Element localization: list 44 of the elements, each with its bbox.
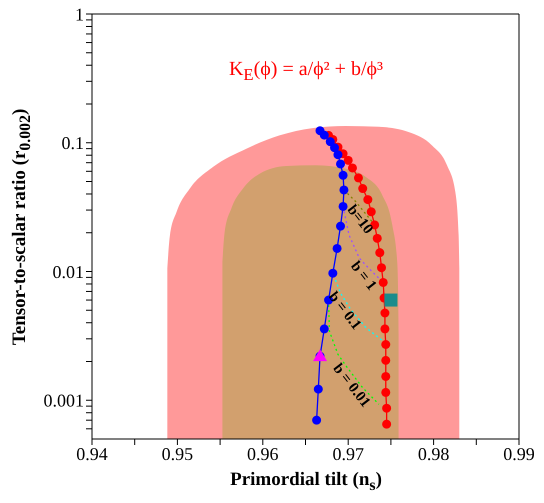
point (332, 244, 342, 253)
point (378, 278, 388, 287)
point (381, 340, 390, 349)
x-tick-label: 0.95 (162, 444, 194, 464)
annotation: K$_{E}$(ϕ) = a/ϕ² + b/ϕ³ (228, 58, 384, 85)
point (381, 388, 390, 397)
point (339, 185, 348, 194)
point (372, 234, 382, 243)
point (312, 416, 322, 425)
point (344, 156, 353, 165)
point (333, 150, 342, 160)
y-tick-label: 0.1 (62, 133, 84, 154)
point (382, 404, 392, 413)
point (314, 384, 323, 394)
point (358, 184, 368, 194)
x-tick-label: 0.98 (418, 444, 450, 464)
point (380, 324, 390, 334)
point (375, 248, 384, 258)
point (338, 170, 348, 180)
x-tick-label: 0.94 (76, 444, 108, 464)
y-tick-label: 1 (75, 4, 84, 24)
point (328, 268, 338, 278)
point (381, 372, 390, 381)
x-tick-label: 0.99 (503, 444, 535, 464)
point (338, 202, 348, 211)
x-tick-label: 0.97 (332, 444, 364, 464)
y-tick-label: 0.001 (44, 390, 84, 411)
point (336, 159, 346, 168)
point (377, 263, 386, 272)
x-axis-title: Primordial tilt (n$_{s}$) (229, 469, 383, 495)
y-tick-label: 0.01 (52, 262, 84, 282)
point (348, 163, 357, 172)
point (336, 222, 346, 231)
point (380, 308, 390, 318)
point (354, 173, 363, 182)
point (320, 130, 329, 140)
point (381, 356, 390, 365)
point (320, 324, 329, 334)
text: b = 0.01 (329, 360, 374, 411)
point (384, 294, 398, 307)
point (382, 420, 392, 429)
x-tick-label: 0.96 (247, 444, 279, 464)
point (326, 137, 335, 146)
point (330, 143, 340, 152)
